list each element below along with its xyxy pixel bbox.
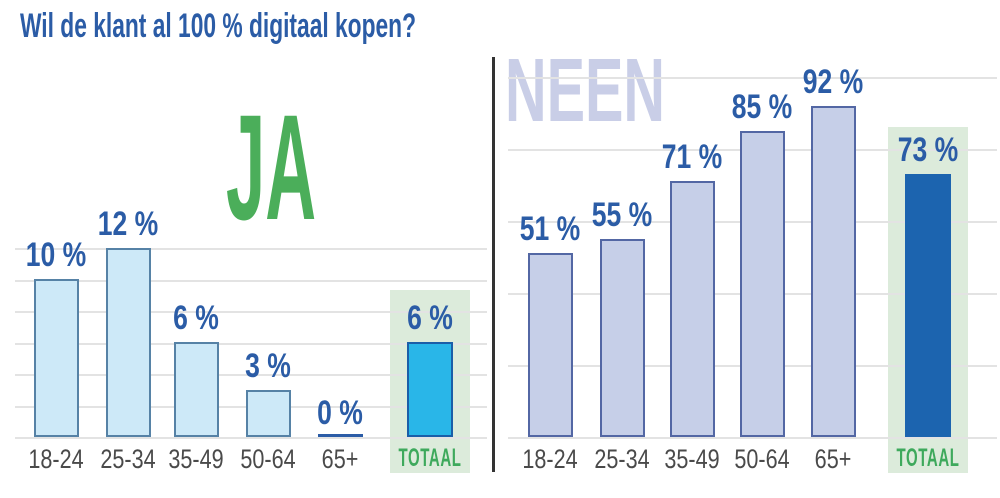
total-bar [407,342,453,437]
value-label-65+: 92 % [802,63,864,101]
value-label-35-49: 71 % [661,138,723,176]
value-label-25-34: 55 % [591,196,653,234]
total-highlight-panel [888,127,968,473]
gridline [15,374,487,376]
category-label-35-49: 35-49 [664,444,720,474]
bar-35-49 [173,342,219,437]
bar-18-24 [527,253,573,437]
gridline [15,280,487,282]
gridline [15,437,487,439]
category-label-65+: 65+ [321,444,359,474]
gridline [15,311,487,313]
total-highlight-panel [390,290,470,473]
category-label-25-34: 25-34 [100,444,156,474]
bar-18-24 [33,279,79,437]
bar-35-49 [669,181,715,437]
value-label-25-34: 12 % [97,205,159,243]
value-label-50-64: 85 % [731,88,793,126]
gridline [508,149,997,151]
category-label-50-64: 50-64 [240,444,296,474]
group-label-neen: NEEN [505,41,666,141]
gridline [508,365,997,367]
total-bar [905,174,951,437]
gridline [15,343,487,345]
gridline [508,221,997,223]
group-label-ja: JA [226,83,317,251]
total-label: TOTAAL [398,444,462,472]
total-value-label: 73 % [897,131,959,169]
page-title: Wil de klant al 100 % digitaal kopen? [20,7,417,45]
category-label-50-64: 50-64 [734,444,790,474]
gridline [508,293,997,295]
bar-65+ [317,434,363,437]
category-label-65+: 65+ [814,444,852,474]
total-value-label: 6 % [407,299,453,337]
bar-65+ [810,106,856,437]
total-label: TOTAAL [896,444,960,472]
gridline [15,406,487,408]
category-label-18-24: 18-24 [522,444,578,474]
bar-25-34 [599,239,645,437]
gridline [508,437,997,439]
bar-50-64 [739,131,785,437]
value-label-18-24: 51 % [519,210,581,248]
bar-25-34 [105,248,151,437]
value-label-18-24: 10 % [25,236,87,274]
category-label-25-34: 25-34 [594,444,650,474]
value-label-35-49: 6 % [173,299,219,337]
category-label-18-24: 18-24 [28,444,84,474]
value-label-50-64: 3 % [245,347,291,385]
value-label-65+: 0 % [317,394,363,432]
vertical-divider [492,57,495,472]
category-label-35-49: 35-49 [168,444,224,474]
bar-50-64 [245,390,291,437]
